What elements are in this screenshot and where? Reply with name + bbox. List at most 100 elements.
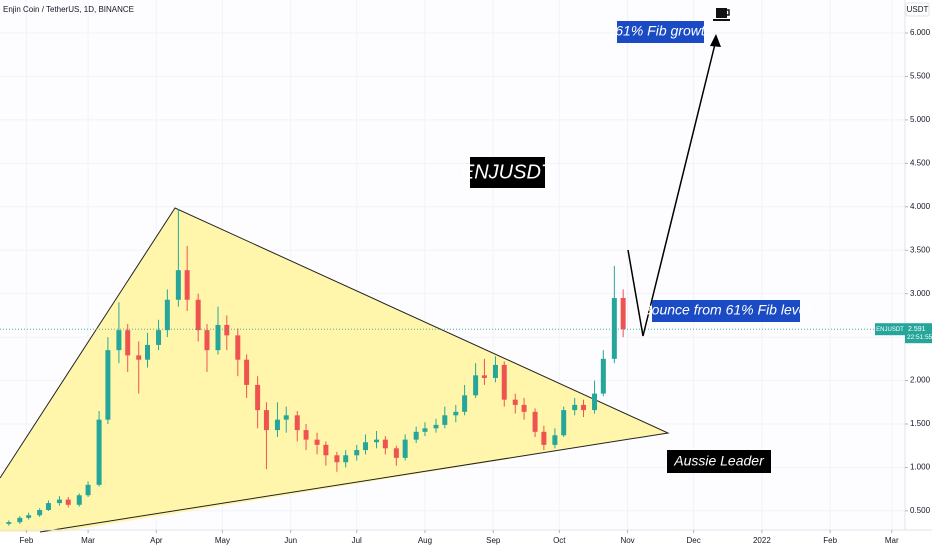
candle-body <box>136 355 142 360</box>
price-tag <box>905 323 932 344</box>
candle-body <box>184 270 190 300</box>
candle-body <box>294 415 300 431</box>
y-tick-label: 6.000 <box>910 28 931 37</box>
candle-body <box>334 455 340 463</box>
axis-ticks: 0.5001.0001.5002.0002.5003.0003.5004.000… <box>20 28 931 545</box>
author-note: Aussie Leader <box>673 453 765 469</box>
candle-body <box>462 395 468 412</box>
candle-body <box>255 384 261 411</box>
candle-body <box>354 450 360 456</box>
candle-body <box>156 330 162 345</box>
candle-body <box>611 298 617 359</box>
x-tick-label: 2022 <box>753 536 771 545</box>
candle-body <box>512 399 518 405</box>
candle-body <box>413 431 419 440</box>
candle-body <box>116 330 122 351</box>
candle-body <box>105 350 111 420</box>
author-box <box>667 450 771 473</box>
arrow-head <box>710 34 721 47</box>
candle-body <box>244 359 250 385</box>
triangle-outline <box>0 207 670 533</box>
candle-body <box>501 364 507 400</box>
candle-body <box>204 330 210 351</box>
candle-body <box>521 404 527 412</box>
candle-body <box>263 410 269 431</box>
price-tag-label: 2.591 <box>908 326 926 333</box>
x-tick-label: Sep <box>486 536 501 545</box>
candle-body <box>6 522 12 524</box>
candle-body <box>600 358 606 394</box>
candle-body <box>541 431 547 445</box>
x-tick-label: Apr <box>150 536 163 545</box>
candle-body <box>37 510 43 516</box>
projection-arrow <box>627 39 717 337</box>
candle-body <box>592 393 598 411</box>
candle-body <box>374 439 380 443</box>
candle-body <box>581 404 587 411</box>
x-tick-label: Oct <box>553 536 566 545</box>
candle-body <box>572 404 578 411</box>
y-tick-label: 4.500 <box>910 158 931 167</box>
candle-body <box>442 415 448 425</box>
chart-title: Enjin Coin / TetherUS, 1D, BINANCE <box>3 5 134 14</box>
candles <box>6 209 626 526</box>
fib-growth-box <box>617 21 704 43</box>
x-tick-label: Jul <box>352 536 362 545</box>
candle-body <box>323 444 329 456</box>
candle-body <box>283 415 289 420</box>
x-tick-label: Feb <box>823 536 837 545</box>
candle-body <box>45 503 51 511</box>
candle-body <box>17 517 23 523</box>
candle-body <box>492 364 498 378</box>
candle-body <box>393 448 399 458</box>
candle-body <box>145 344 151 360</box>
symbol-note: ENJUSDT <box>461 161 555 183</box>
y-tick-label: 4.000 <box>910 202 931 211</box>
y-tick-label: 1.000 <box>910 463 931 472</box>
x-tick-label: Jun <box>284 536 297 545</box>
candle-body <box>314 439 320 445</box>
candle-body <box>552 435 558 445</box>
unit-box <box>905 2 930 17</box>
x-tick-label: Aug <box>418 536 432 545</box>
candle-body <box>215 324 221 351</box>
unit-label: USDT <box>907 5 929 14</box>
candle-body <box>56 499 62 504</box>
y-tick-label: 0.500 <box>910 506 931 515</box>
candle-body <box>274 419 280 431</box>
candle-body <box>532 411 538 432</box>
x-tick-label: Feb <box>20 536 34 545</box>
y-tick-label: 5.500 <box>910 72 931 81</box>
triangle-fill <box>0 208 668 532</box>
symbol-box <box>470 157 545 188</box>
candle-body <box>26 515 32 518</box>
candle-body <box>343 455 349 463</box>
y-tick-label: 3.000 <box>910 289 931 298</box>
candle-body <box>235 335 241 360</box>
candle-body <box>422 428 428 432</box>
candle-body <box>620 298 626 330</box>
candle-body <box>363 442 369 451</box>
candle-body <box>433 424 439 429</box>
candle-body <box>85 484 91 496</box>
candle-body <box>195 299 201 331</box>
candle-body <box>76 495 82 505</box>
symbol-tag-label: ENJUSDT <box>876 327 904 333</box>
x-tick-label: Nov <box>620 536 634 545</box>
bounce-box <box>652 300 800 322</box>
candle-body <box>473 375 479 396</box>
y-tick-label: 5.000 <box>910 115 931 124</box>
bounce-note: Bounce from 61% Fib level <box>642 302 810 318</box>
countdown-label: 22:51:55 <box>907 334 932 341</box>
candle-body <box>382 439 388 449</box>
candle-body <box>125 330 131 356</box>
fib-growth-note: 161% Fib growth <box>607 23 712 39</box>
symbol-tag <box>875 323 905 336</box>
candle-body <box>164 299 170 331</box>
candle-body <box>65 499 71 505</box>
candle-body <box>561 410 567 436</box>
candle-body <box>453 411 459 416</box>
